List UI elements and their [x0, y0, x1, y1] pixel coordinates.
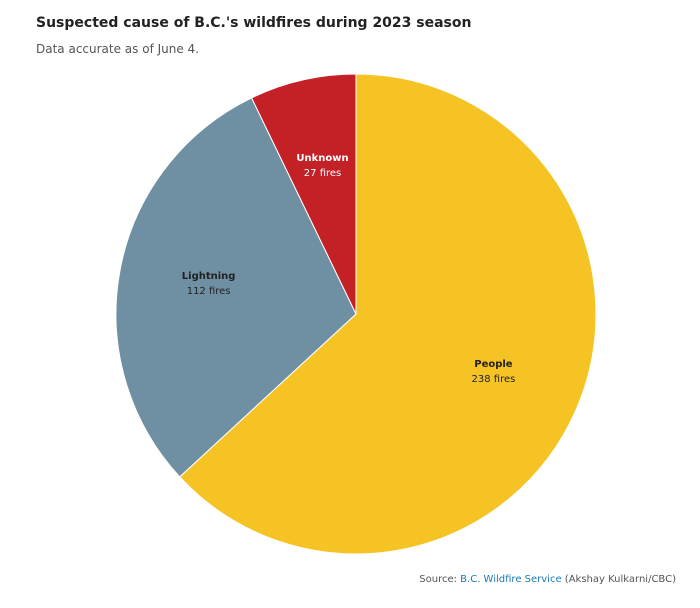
chart-subtitle: Data accurate as of June 4. — [36, 42, 199, 56]
slice-label: People — [474, 359, 513, 370]
data-label: 112 fires — [187, 286, 231, 297]
pie-slice — [250, 73, 357, 315]
slice-label: Lightning — [182, 271, 236, 282]
data-label: 27 fires — [304, 168, 341, 179]
data-label: 238 fires — [472, 374, 516, 385]
pie-slice — [115, 97, 357, 478]
source-credit: (Akshay Kulkarni/CBC) — [565, 574, 676, 585]
source-link[interactable]: B.C. Wildfire Service — [460, 574, 561, 585]
pie: People 238 fires Lightning 112 fires Unknown… — [115, 73, 597, 555]
slice-label: Unknown — [296, 153, 348, 164]
source: Source: B.C. Wildfire Service (Akshay Ku… — [419, 574, 676, 585]
chart-title: Suspected cause of B.C.'s wildfires duri… — [36, 15, 471, 31]
pie-slice — [179, 73, 597, 555]
source-prefix: Source: — [419, 574, 457, 585]
